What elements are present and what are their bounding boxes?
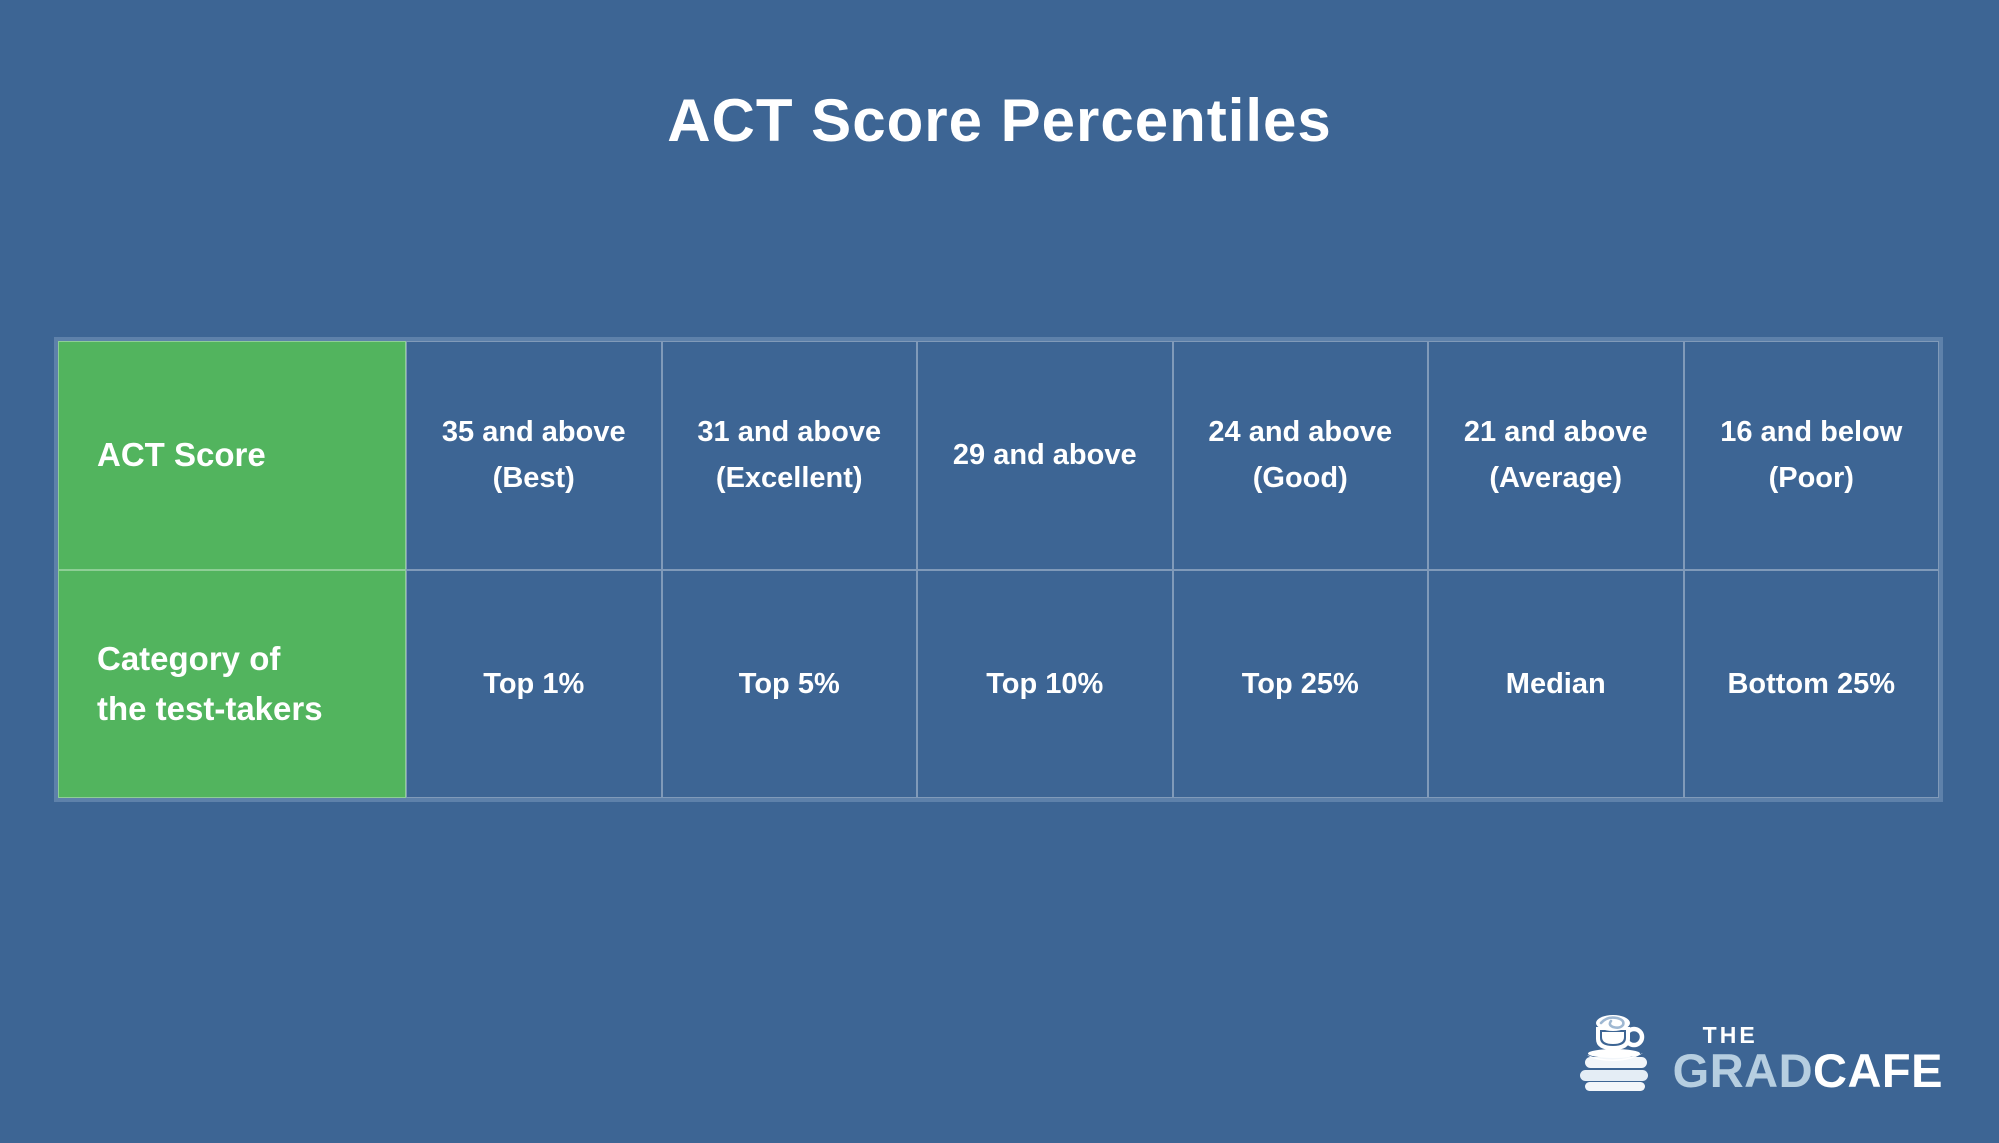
- score-range: 21 and above: [1463, 416, 1648, 449]
- category-value: Top 25%: [1241, 667, 1359, 700]
- category-value: Top 5%: [738, 667, 840, 700]
- score-header-29-and-above: 29 and above: [917, 341, 1173, 570]
- row-header-category: Category of the test-takers: [58, 569, 406, 798]
- category-cell-median: Median: [1428, 569, 1684, 798]
- score-range: 16 and below: [1720, 416, 1903, 449]
- page-title: ACT Score Percentiles: [667, 87, 1332, 154]
- score-header-21-and-above: 21 and above (Average): [1428, 341, 1684, 570]
- score-header-31-and-above: 31 and above (Excellent): [661, 341, 917, 570]
- act-score-percentiles-table: ACT Score 35 and above (Best) 31 and abo…: [54, 337, 1943, 802]
- score-rating: (Good): [1252, 462, 1348, 495]
- row-header-act-score-label: ACT Score: [97, 436, 266, 474]
- gradcafe-wordmark: THE GRADCAFE: [1673, 1022, 1943, 1094]
- category-value: Top 10%: [986, 667, 1104, 700]
- score-range: 35 and above: [441, 416, 626, 449]
- score-range: 29 and above: [952, 439, 1137, 472]
- logo-cafe-text: CAFE: [1813, 1044, 1943, 1097]
- row-header-category-line2: the test-takers: [97, 689, 323, 727]
- category-value: Bottom 25%: [1727, 667, 1896, 700]
- score-rating: (Best): [492, 462, 575, 495]
- score-header-16-and-below: 16 and below (Poor): [1683, 341, 1939, 570]
- gradcafe-logo: THE GRADCAFE: [1577, 1009, 1943, 1094]
- score-header-35-and-above: 35 and above (Best): [406, 341, 662, 570]
- row-header-category-line1: Category of: [97, 639, 281, 677]
- category-value: Top 1%: [483, 667, 585, 700]
- books-and-coffee-cup-icon: [1579, 1015, 1648, 1091]
- category-value: Median: [1505, 667, 1606, 700]
- row-header-act-score: ACT Score: [58, 341, 406, 570]
- category-cell-top-10: Top 10%: [917, 569, 1173, 798]
- logo-grad-text: GRAD: [1672, 1044, 1814, 1097]
- score-header-24-and-above: 24 and above (Good): [1172, 341, 1428, 570]
- logo-gradcafe-label: GRADCAFE: [1673, 1047, 1943, 1094]
- score-range: 31 and above: [697, 416, 882, 449]
- logo-the-label: THE: [1702, 1022, 1758, 1048]
- category-cell-top-1: Top 1%: [406, 569, 662, 798]
- score-range: 24 and above: [1208, 416, 1393, 449]
- score-rating: (Average): [1489, 462, 1623, 495]
- category-cell-bottom-25: Bottom 25%: [1683, 569, 1939, 798]
- score-rating: (Poor): [1768, 462, 1854, 495]
- category-cell-top-5: Top 5%: [661, 569, 917, 798]
- category-cell-top-25: Top 25%: [1172, 569, 1428, 798]
- score-rating: (Excellent): [715, 462, 863, 495]
